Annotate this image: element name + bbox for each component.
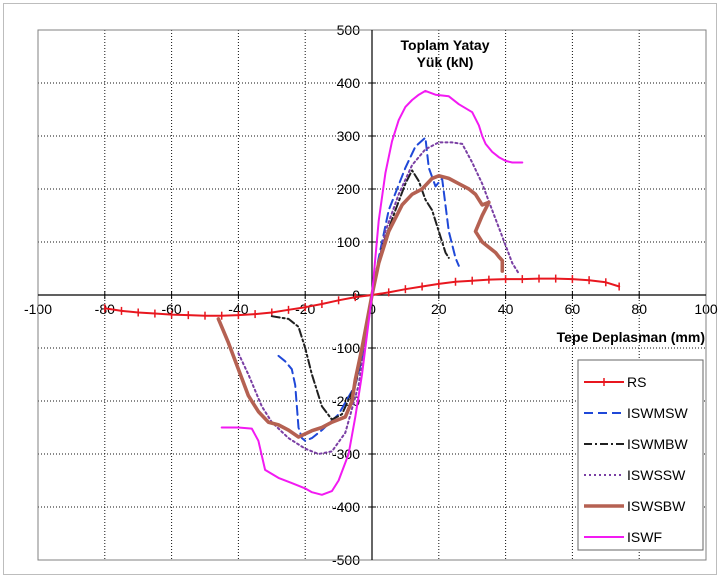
x-tick-label: -60: [161, 301, 181, 317]
series-line-iswf: [220, 89, 524, 496]
y-tick-label: 300: [337, 128, 361, 144]
legend-label-iswmbw: ISWMBW: [627, 436, 688, 452]
x-tick-label: 40: [498, 301, 514, 317]
x-tick-label: 60: [565, 301, 581, 317]
legend-label-iswmsw: ISWMSW: [627, 405, 688, 421]
legend-label-iswssw: ISWSSW: [627, 467, 686, 483]
series-group: [103, 89, 621, 496]
chart-title-line-1: Toplam Yatay: [401, 37, 490, 53]
y-tick-label: 400: [337, 75, 361, 91]
x-tick-label: 80: [631, 301, 647, 317]
chart-frame: [3, 3, 717, 575]
chart-title-line-2: Yük (kN): [417, 54, 474, 70]
legend-label-iswf: ISWF: [627, 529, 662, 545]
legend-box: [577, 359, 704, 551]
legend-label-rs: RS: [627, 374, 646, 390]
series-line-rs: [103, 277, 621, 317]
y-tick-label: 100: [337, 234, 361, 250]
x-tick-label: -40: [228, 301, 248, 317]
x-tick-label: 20: [431, 301, 447, 317]
legend-label-iswsbw: ISWSBW: [627, 498, 686, 514]
series-line-iswssw: [237, 141, 520, 455]
x-axis-label: Tepe Deplasman (mm): [557, 329, 705, 345]
series-line-iswsbw: [216, 174, 505, 439]
legend: RS ISWMSW ISWMBW ISWSSW ISWSBW ISWF: [577, 359, 704, 551]
y-tick-label: 200: [337, 181, 361, 197]
y-tick-label: -100: [332, 340, 360, 356]
y-tick-label: -400: [332, 499, 360, 515]
y-tick-label: -300: [332, 446, 360, 462]
